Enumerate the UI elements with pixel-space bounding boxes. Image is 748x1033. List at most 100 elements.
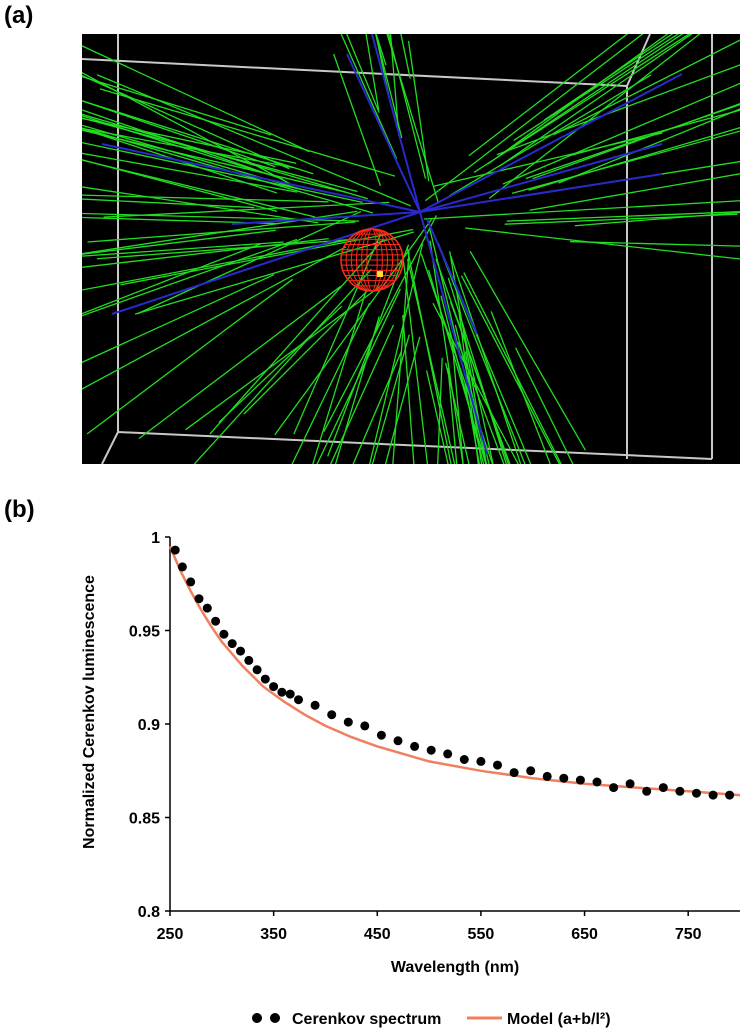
- photon-track: [432, 132, 663, 188]
- photon-track: [445, 362, 470, 464]
- photon-track: [218, 305, 343, 423]
- y-tick-label: 0.8: [138, 904, 160, 921]
- primary-track: [346, 53, 421, 213]
- x-tick-label: 450: [364, 926, 391, 943]
- photon-track: [407, 40, 430, 182]
- spectrum-point: [211, 616, 221, 626]
- spectrum-point: [269, 682, 279, 692]
- panel-a-label: (a): [4, 2, 34, 29]
- spectrum-point: [509, 768, 519, 778]
- photon-track: [400, 34, 411, 79]
- photon-track: [543, 34, 674, 121]
- photon-track: [499, 34, 693, 167]
- photon-track: [82, 239, 347, 291]
- photon-track: [468, 34, 629, 157]
- legend-marker-spectrum: [252, 1013, 262, 1023]
- photon-track: [99, 88, 396, 177]
- photon-track: [457, 341, 505, 464]
- spectrum-point: [170, 545, 180, 555]
- photon-track: [82, 129, 349, 194]
- photon-track: [506, 211, 740, 222]
- legend-label-spectrum: Cerenkov spectrum: [292, 1011, 441, 1028]
- legend-marker-spectrum: [270, 1013, 280, 1023]
- photon-track: [340, 34, 398, 160]
- spectrum-point: [252, 665, 262, 675]
- spectrum-point: [658, 783, 668, 793]
- photon-track: [429, 240, 464, 464]
- photon-track: [82, 274, 275, 364]
- spectrum-point: [393, 736, 403, 746]
- photon-track: [82, 117, 297, 164]
- photon-track: [333, 53, 382, 186]
- primary-track: [426, 218, 478, 335]
- photon-track: [437, 357, 443, 464]
- photon-track: [402, 258, 429, 464]
- x-tick-label: 350: [260, 926, 287, 943]
- photon-track: [330, 324, 395, 464]
- photon-track: [402, 314, 415, 464]
- box-edge: [101, 431, 119, 464]
- spectrum-point: [277, 687, 287, 697]
- spectrum-point: [559, 773, 569, 783]
- spectrum-point: [285, 689, 295, 699]
- box-edge: [117, 431, 713, 460]
- spectrum-point: [526, 766, 536, 776]
- photon-track: [291, 302, 371, 464]
- photon-track: [371, 334, 410, 464]
- spectrum-point: [542, 771, 552, 781]
- photon-track: [432, 302, 519, 464]
- photon-track: [346, 34, 380, 113]
- spectrum-point: [194, 594, 204, 604]
- photon-track: [86, 278, 294, 435]
- primary-track: [419, 173, 663, 213]
- photon-track: [568, 109, 740, 157]
- spectrum-point: [227, 639, 237, 649]
- spectrum-point: [360, 721, 370, 731]
- spectrum-points-layer: [170, 545, 735, 800]
- photon-track: [504, 34, 684, 153]
- photon-track: [137, 210, 362, 315]
- spectrum-point: [202, 603, 212, 613]
- spectrum-point: [236, 646, 245, 656]
- photon-track: [82, 186, 319, 224]
- y-tick-label: 0.95: [129, 624, 160, 641]
- x-tick-label: 650: [571, 926, 598, 943]
- photon-track: [82, 115, 267, 175]
- spectrum-point: [609, 783, 619, 793]
- primary-track: [101, 143, 421, 213]
- photon-track: [406, 246, 452, 464]
- photon-track: [82, 141, 363, 203]
- model-curve-layer: [168, 545, 741, 797]
- photon-track: [293, 233, 382, 435]
- spectrum-point: [186, 577, 196, 587]
- x-tick-label: 750: [675, 926, 702, 943]
- photon-track: [384, 336, 421, 464]
- spectrum-point: [177, 562, 187, 572]
- x-tick-label: 250: [157, 926, 184, 943]
- spectrum-point: [592, 777, 602, 787]
- spectrum-point: [294, 695, 303, 705]
- photon-track: [82, 45, 310, 153]
- photon-track: [82, 194, 329, 203]
- photon-track: [442, 256, 526, 464]
- photon-track: [82, 127, 374, 214]
- spectrum-point: [343, 717, 353, 727]
- photon-track: [511, 130, 740, 194]
- photon-track: [569, 240, 740, 247]
- photon-track: [369, 243, 424, 464]
- source-marker: [377, 271, 383, 277]
- photon-track: [103, 201, 390, 218]
- photon-track: [82, 159, 316, 218]
- photon-track: [488, 34, 701, 199]
- photon-track: [464, 383, 480, 464]
- sim-bounding-box: [82, 34, 713, 464]
- photon-track: [274, 218, 433, 436]
- x-axis-label: Wavelength (nm): [391, 959, 519, 976]
- photon-track: [389, 34, 400, 136]
- photon-track: [490, 311, 551, 464]
- spectrum-point: [575, 775, 585, 785]
- y-axis-label: Normalized Cerenkov luminescence: [81, 575, 98, 849]
- photon-track: [323, 215, 438, 432]
- photon-track: [375, 34, 392, 107]
- photon-track: [425, 34, 644, 202]
